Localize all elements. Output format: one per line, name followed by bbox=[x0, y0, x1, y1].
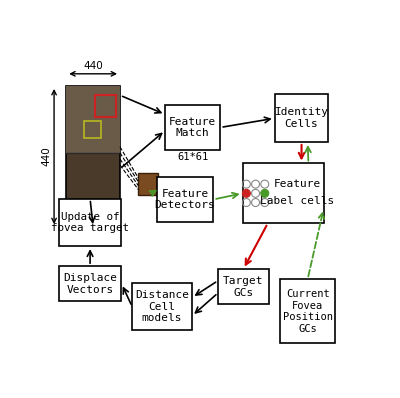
Text: Displace
Vectors: Displace Vectors bbox=[63, 273, 117, 295]
FancyBboxPatch shape bbox=[138, 174, 158, 195]
Text: 440: 440 bbox=[42, 147, 52, 166]
Text: 61*61: 61*61 bbox=[177, 152, 208, 162]
FancyBboxPatch shape bbox=[59, 199, 122, 246]
FancyBboxPatch shape bbox=[218, 269, 268, 304]
FancyBboxPatch shape bbox=[242, 164, 324, 223]
Text: Target
GCs: Target GCs bbox=[223, 276, 264, 298]
Circle shape bbox=[261, 189, 269, 197]
FancyBboxPatch shape bbox=[280, 279, 335, 343]
FancyBboxPatch shape bbox=[66, 86, 120, 154]
Text: Feature
Match: Feature Match bbox=[169, 117, 216, 138]
Text: Current
Fovea
Position
GCs: Current Fovea Position GCs bbox=[283, 289, 333, 334]
FancyBboxPatch shape bbox=[275, 94, 328, 142]
FancyBboxPatch shape bbox=[66, 86, 120, 227]
Text: Distance
Cell
models: Distance Cell models bbox=[135, 290, 189, 323]
Text: Feature
Detectors: Feature Detectors bbox=[155, 189, 216, 210]
FancyBboxPatch shape bbox=[165, 105, 220, 150]
FancyBboxPatch shape bbox=[157, 177, 214, 222]
Circle shape bbox=[242, 189, 250, 197]
FancyBboxPatch shape bbox=[59, 266, 122, 301]
Text: Update of
fovea target: Update of fovea target bbox=[51, 212, 129, 233]
Text: Label cells: Label cells bbox=[260, 196, 334, 206]
Text: 440: 440 bbox=[83, 61, 103, 71]
FancyBboxPatch shape bbox=[132, 283, 192, 330]
Text: Feature: Feature bbox=[273, 179, 320, 189]
Text: Identity
Cells: Identity Cells bbox=[274, 107, 328, 129]
